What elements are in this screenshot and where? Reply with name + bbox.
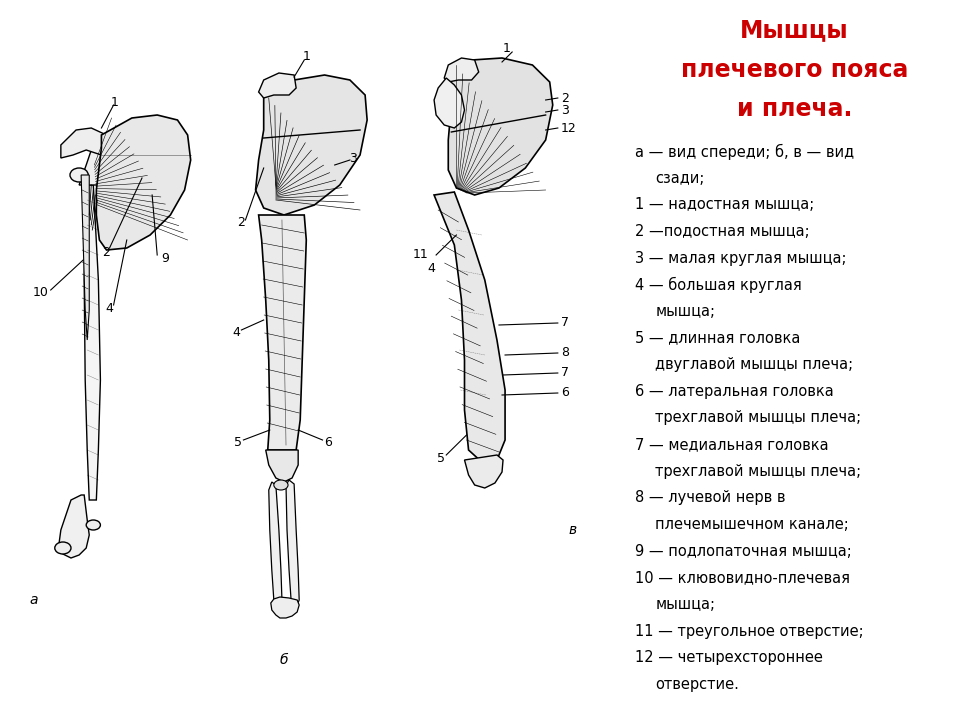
- Polygon shape: [465, 455, 503, 488]
- Text: 8: 8: [561, 346, 569, 359]
- Polygon shape: [79, 145, 111, 185]
- Text: 4 — большая круглая: 4 — большая круглая: [636, 277, 803, 293]
- Text: а: а: [29, 593, 37, 607]
- Polygon shape: [271, 597, 300, 618]
- Polygon shape: [258, 73, 296, 98]
- Text: 3 — малая круглая мышца;: 3 — малая круглая мышца;: [636, 251, 847, 266]
- Text: 4: 4: [427, 261, 435, 274]
- Text: 7 — медиальная головка: 7 — медиальная головка: [636, 437, 829, 452]
- Text: 12: 12: [561, 122, 577, 135]
- Ellipse shape: [55, 542, 71, 554]
- Text: мышца;: мышца;: [656, 304, 715, 319]
- Text: 3: 3: [349, 151, 357, 164]
- Text: в: в: [569, 523, 577, 537]
- Text: 2: 2: [561, 91, 568, 104]
- Text: 5 — длинная головка: 5 — длинная головка: [636, 330, 801, 346]
- Text: 8 — лучевой нерв в: 8 — лучевой нерв в: [636, 490, 786, 505]
- Text: сзади;: сзади;: [656, 171, 705, 186]
- Text: и плеча.: и плеча.: [736, 97, 852, 121]
- Text: 12 — четырехстороннее: 12 — четырехстороннее: [636, 650, 824, 665]
- Text: 1 — надостная мышца;: 1 — надостная мышца;: [636, 197, 815, 212]
- Polygon shape: [434, 192, 505, 462]
- Text: 11 — треугольное отверстие;: 11 — треугольное отверстие;: [636, 624, 864, 639]
- Text: б: б: [279, 653, 288, 667]
- Polygon shape: [286, 480, 300, 610]
- Text: 10 — клювовидно-плечевая: 10 — клювовидно-плечевая: [636, 570, 851, 585]
- Text: плечемышечном канале;: плечемышечном канале;: [656, 517, 849, 532]
- Text: 3: 3: [561, 104, 568, 117]
- Ellipse shape: [86, 520, 101, 530]
- Text: Мышцы: Мышцы: [740, 18, 849, 42]
- Polygon shape: [60, 128, 111, 158]
- Polygon shape: [59, 495, 89, 558]
- Text: а — вид спереди; б, в — вид: а — вид спереди; б, в — вид: [636, 144, 854, 160]
- Polygon shape: [255, 75, 367, 215]
- Text: 10: 10: [33, 286, 49, 299]
- Text: 1: 1: [302, 50, 310, 63]
- Polygon shape: [269, 482, 282, 610]
- Polygon shape: [446, 58, 553, 195]
- Text: трехглавой мышцы плеча;: трехглавой мышцы плеча;: [656, 410, 861, 426]
- Text: трехглавой мышцы плеча;: трехглавой мышцы плеча;: [656, 464, 861, 479]
- Text: 5: 5: [234, 436, 242, 449]
- Text: 9: 9: [161, 251, 169, 264]
- Text: 1: 1: [503, 42, 511, 55]
- Text: двуглавой мышцы плеча;: двуглавой мышцы плеча;: [656, 357, 853, 372]
- Text: 7: 7: [561, 366, 569, 379]
- Ellipse shape: [70, 168, 88, 182]
- Text: 2: 2: [103, 246, 110, 258]
- Text: отверстие.: отверстие.: [656, 677, 739, 692]
- Polygon shape: [82, 175, 89, 340]
- Text: 5: 5: [437, 451, 445, 464]
- Text: мышца;: мышца;: [656, 597, 715, 612]
- Text: плечевого пояса: плечевого пояса: [681, 58, 908, 81]
- Text: 2: 2: [237, 215, 246, 228]
- Polygon shape: [96, 115, 191, 250]
- Polygon shape: [258, 215, 306, 450]
- Text: 2 —подостная мышца;: 2 —подостная мышца;: [636, 224, 810, 239]
- Polygon shape: [266, 450, 299, 482]
- Polygon shape: [84, 185, 101, 500]
- Text: 6 — латеральная головка: 6 — латеральная головка: [636, 384, 834, 399]
- Text: 7: 7: [561, 317, 569, 330]
- Ellipse shape: [274, 480, 288, 490]
- Polygon shape: [444, 58, 479, 82]
- Text: 1: 1: [110, 96, 118, 109]
- Text: 6: 6: [561, 387, 568, 400]
- Text: 11: 11: [413, 248, 429, 261]
- Text: 4: 4: [106, 302, 113, 315]
- Text: 4: 4: [232, 325, 240, 338]
- Polygon shape: [434, 78, 465, 128]
- Text: 9 — подлопаточная мышца;: 9 — подлопаточная мышца;: [636, 544, 852, 559]
- Text: 6: 6: [324, 436, 331, 449]
